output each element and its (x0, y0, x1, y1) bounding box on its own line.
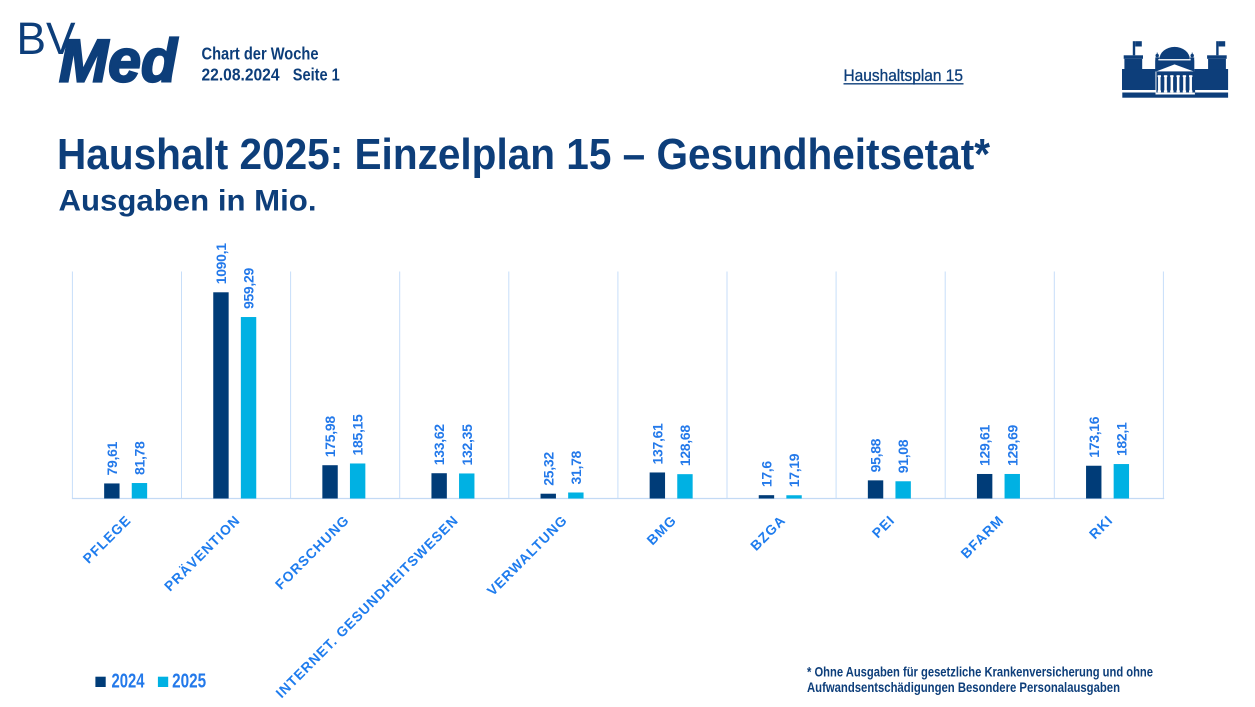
svg-text:2024: 2024 (112, 671, 146, 693)
svg-text:BV: BV (17, 13, 76, 64)
svg-text:BMG: BMG (644, 513, 679, 548)
svg-text:79,61: 79,61 (104, 441, 120, 475)
svg-text:173,16: 173,16 (1086, 416, 1102, 458)
svg-text:182,1: 182,1 (1113, 422, 1129, 456)
svg-text:137,61: 137,61 (649, 423, 665, 465)
svg-text:91,08: 91,08 (895, 439, 911, 473)
svg-text:129,69: 129,69 (1004, 424, 1020, 466)
svg-text:* Ohne Ausgaben für gesetzlich: * Ohne Ausgaben für gesetzliche Krankenv… (807, 664, 1153, 680)
svg-text:22.08.2024: 22.08.2024 (202, 65, 280, 85)
svg-text:RKI: RKI (1086, 513, 1116, 543)
svg-text:95,88: 95,88 (868, 438, 884, 472)
svg-text:VERWALTUNG: VERWALTUNG (484, 513, 570, 599)
svg-text:FORSCHUNG: FORSCHUNG (272, 513, 352, 593)
svg-text:Aufwandsentschädigungen Besond: Aufwandsentschädigungen Besondere Person… (807, 679, 1120, 695)
svg-text:128,68: 128,68 (677, 425, 693, 467)
svg-text:129,61: 129,61 (977, 424, 993, 466)
svg-text:PRÄVENTION: PRÄVENTION (161, 512, 243, 594)
svg-text:25,32: 25,32 (540, 452, 556, 486)
svg-text:959,29: 959,29 (241, 267, 257, 309)
svg-text:PFLEGE: PFLEGE (80, 513, 134, 567)
svg-text:132,35: 132,35 (459, 424, 475, 466)
svg-text:Med: Med (59, 27, 178, 94)
svg-text:BFARM: BFARM (958, 513, 1007, 562)
svg-text:BZGA: BZGA (748, 513, 789, 554)
svg-text:INTERNET. GESUNDHEITSWESEN: INTERNET. GESUNDHEITSWESEN (273, 513, 461, 701)
svg-text:175,98: 175,98 (322, 416, 338, 458)
svg-text:185,15: 185,15 (350, 414, 366, 456)
svg-text:81,78: 81,78 (132, 441, 148, 475)
svg-text:Ausgaben in Mio.: Ausgaben in Mio. (59, 184, 317, 217)
svg-text:2025: 2025 (172, 671, 206, 693)
svg-text:Haushalt 2025: Einzelplan 15 –: Haushalt 2025: Einzelplan 15 – Gesundhei… (57, 130, 991, 179)
svg-text:133,62: 133,62 (431, 424, 447, 466)
svg-text:17,6: 17,6 (759, 461, 775, 488)
svg-text:Haushaltsplan 15: Haushaltsplan 15 (844, 67, 964, 85)
svg-text:1090,1: 1090,1 (213, 243, 229, 285)
svg-text:Seite 1: Seite 1 (293, 65, 340, 85)
svg-text:17,19: 17,19 (786, 453, 802, 487)
svg-text:PEI: PEI (869, 513, 897, 541)
svg-text:31,78: 31,78 (568, 450, 584, 484)
svg-text:Chart der Woche: Chart der Woche (202, 43, 319, 63)
